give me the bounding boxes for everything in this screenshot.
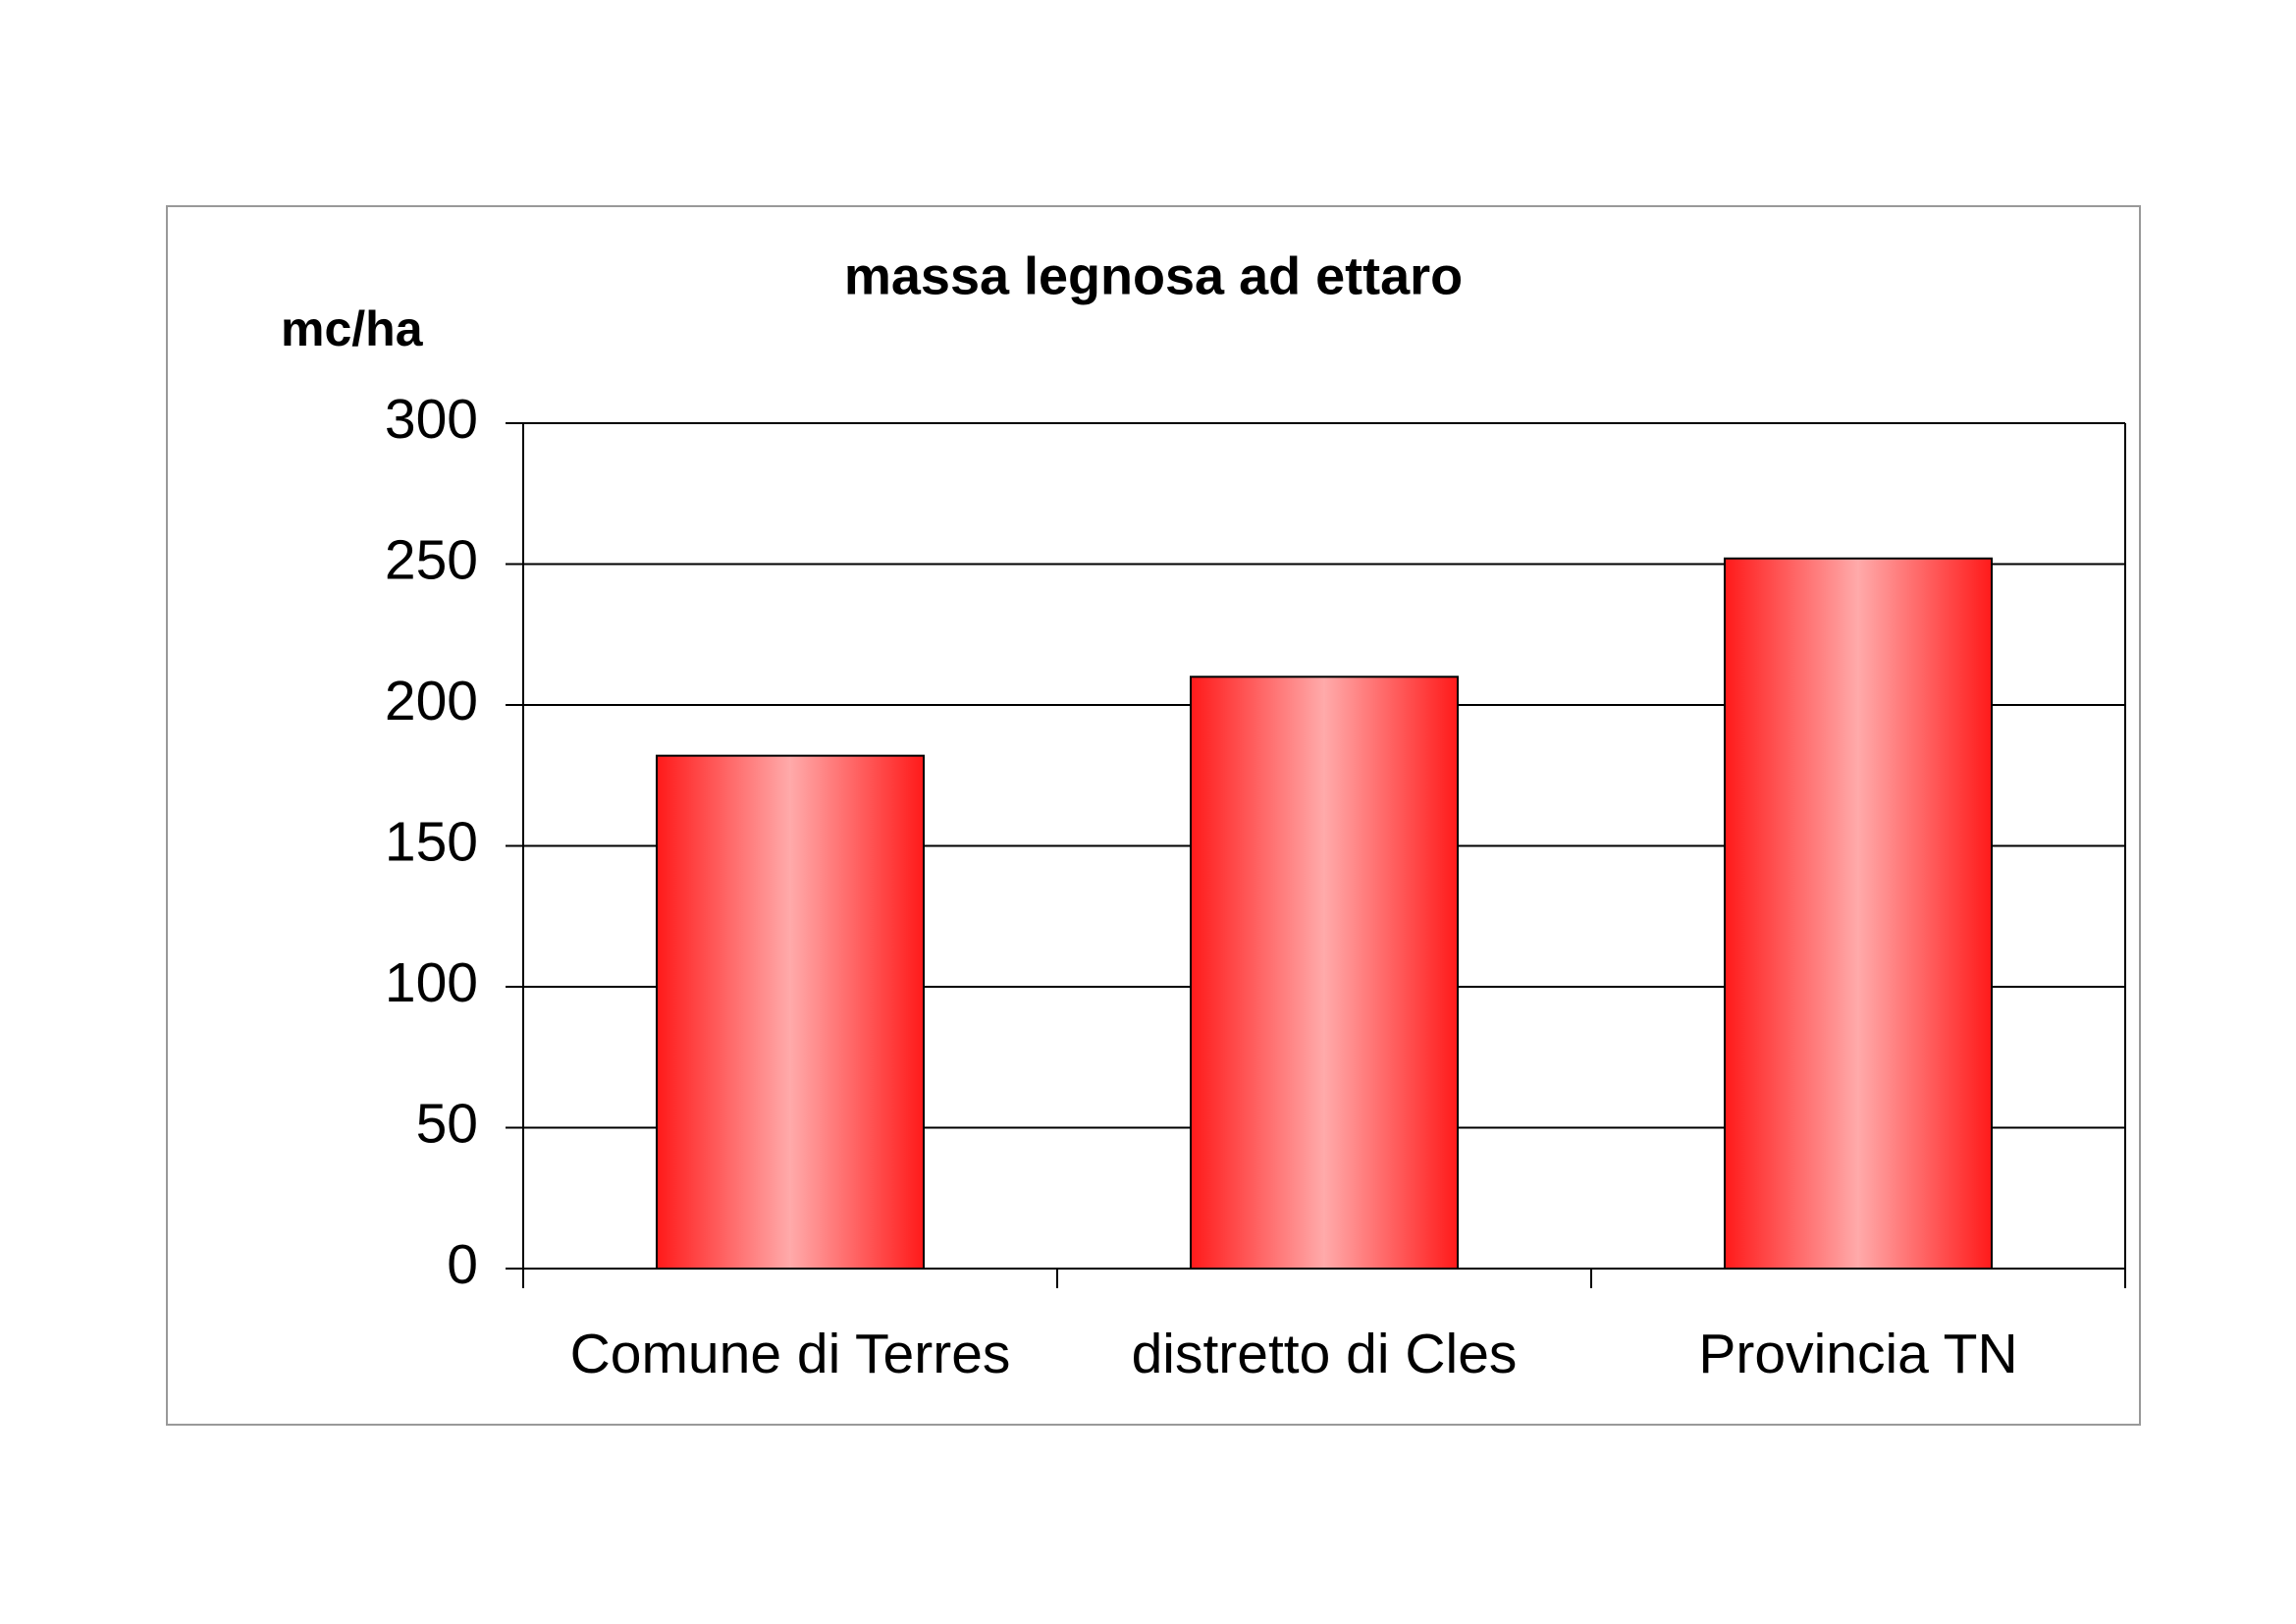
y-tick-label: 300	[385, 388, 478, 451]
y-tick-label: 250	[385, 529, 478, 592]
y-tick-label: 100	[385, 951, 478, 1014]
x-tick-label: distretto di Cles	[1132, 1323, 1518, 1385]
bar	[1724, 557, 1993, 1270]
x-tick-label: Comune di Terres	[570, 1323, 1011, 1385]
y-tick-label: 0	[447, 1233, 478, 1296]
y-tick-label: 150	[385, 811, 478, 874]
x-tick-label: Provincia TN	[1698, 1323, 2017, 1385]
bar	[656, 754, 925, 1270]
y-tick-label: 50	[416, 1093, 478, 1156]
y-tick-label: 200	[385, 670, 478, 732]
bar	[1190, 676, 1459, 1270]
y-axis-label: mc/ha	[281, 301, 424, 356]
chart-title: massa legnosa ad ettaro	[844, 246, 1463, 305]
